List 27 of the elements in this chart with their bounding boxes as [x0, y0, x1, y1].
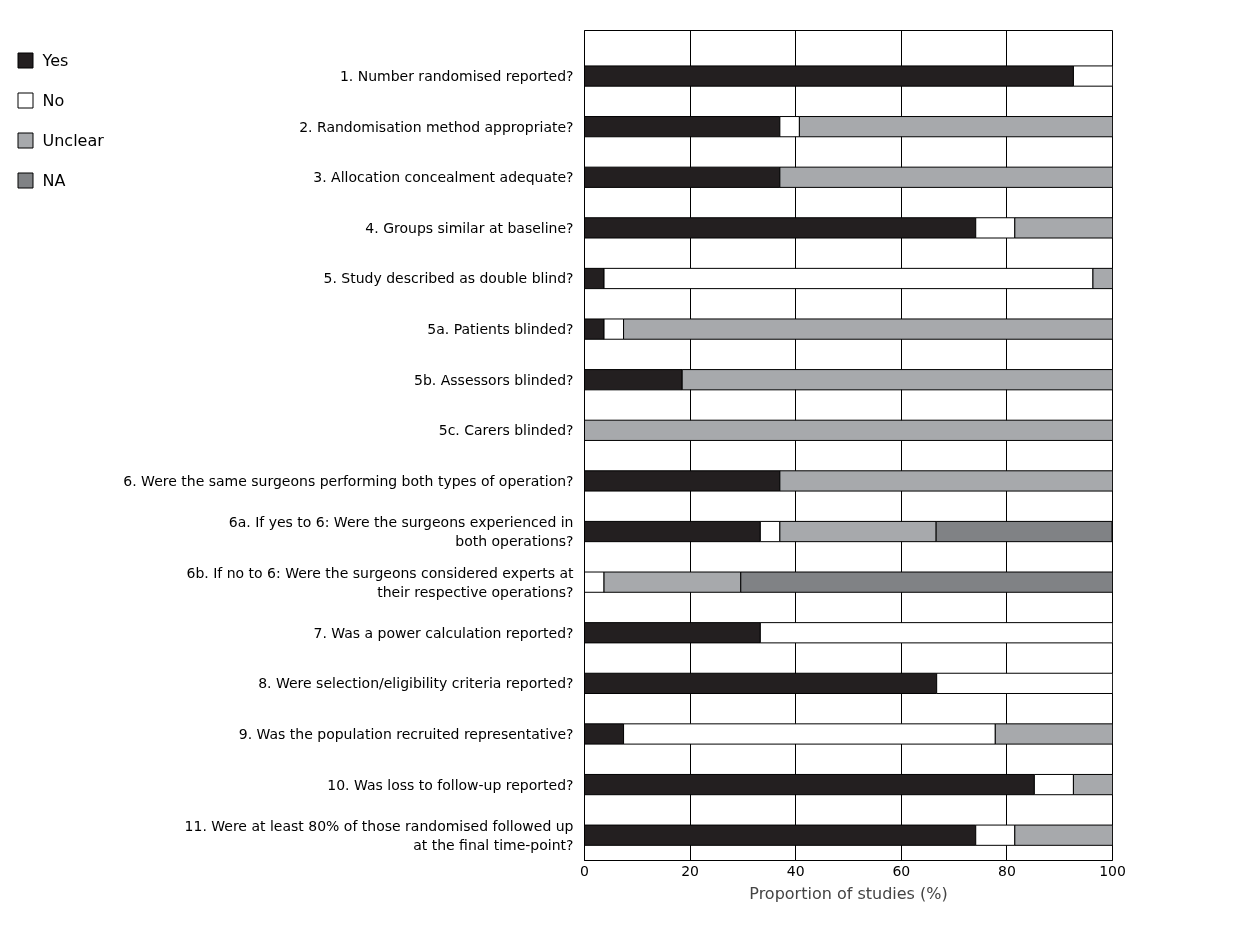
y-tick-label: 6. Were the same surgeons performing both types of operation?	[123, 472, 574, 489]
y-tick-label: 6a. If yes to 6: Were the surgeons experienced in both operations?	[228, 513, 574, 550]
y-tick-label: 10. Was loss to follow-up reported?	[327, 776, 574, 793]
y-tick-label: 5. Study described as double blind?	[323, 270, 574, 287]
y-tick-label: 5a. Patients blinded?	[427, 321, 574, 338]
x-tick-label: 0	[580, 862, 589, 879]
y-tick-label: 6b. If no to 6: Were the surgeons considered experts at their respective operations?	[186, 564, 575, 600]
y-tick-label: 5b. Assessors blinded?	[414, 371, 574, 388]
y-tick-label: 2. Randomisation method appropriate?	[299, 118, 574, 135]
legend-label: No	[42, 91, 65, 110]
y-tick-label: 4. Groups similar at baseline?	[365, 219, 574, 236]
y-tick-label: 3. Allocation concealment adequate?	[313, 169, 574, 186]
x-axis-title: Proportion of studies (%)	[749, 883, 948, 903]
y-tick-label: 7. Was a power calculation reported?	[313, 624, 574, 641]
legend-label: NA	[42, 171, 66, 190]
x-tick-label: 20	[681, 862, 700, 879]
x-tick-label: 60	[892, 862, 911, 879]
y-tick-label: 1. Number randomised reported?	[339, 68, 574, 85]
legend-label: Yes	[41, 51, 69, 70]
legend-label: Unclear	[42, 131, 105, 150]
x-tick-label: 100	[1099, 862, 1126, 879]
x-tick-label: 40	[786, 862, 805, 879]
y-tick-label: 5c. Carers blinded?	[438, 422, 574, 439]
y-tick-label: 9. Was the population recruited representative?	[238, 725, 574, 742]
y-tick-label: 8. Were selection/eligibility criteria reported?	[258, 675, 574, 692]
y-tick-label: 11. Were at least 80% of those randomised followed up at the final time-point?	[184, 817, 574, 853]
x-tick-label: 80	[997, 862, 1016, 879]
